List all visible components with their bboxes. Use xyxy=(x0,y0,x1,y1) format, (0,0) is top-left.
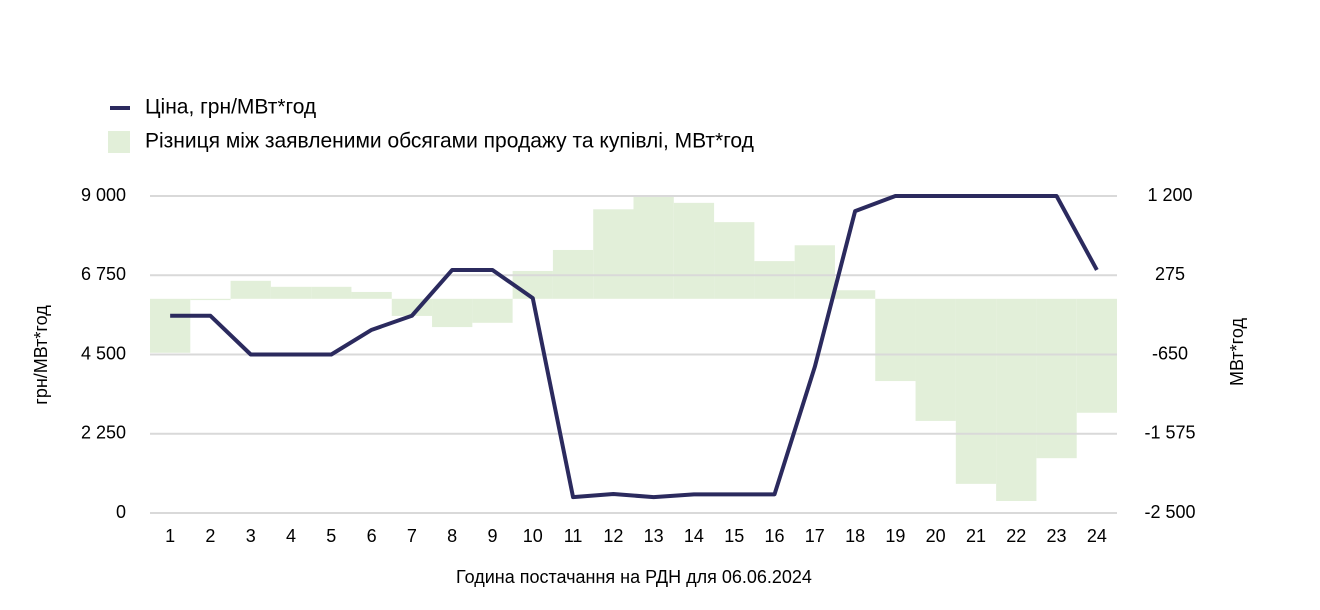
bar xyxy=(794,245,835,299)
bar xyxy=(633,196,674,299)
x-tick-label: 1 xyxy=(165,526,175,546)
y-tick-label: 6 750 xyxy=(81,264,126,284)
x-tick-label: 8 xyxy=(447,526,457,546)
bar xyxy=(915,298,956,421)
bar xyxy=(834,290,876,299)
x-tick-label: 15 xyxy=(724,526,744,546)
x-tick-label: 13 xyxy=(644,526,664,546)
bar xyxy=(714,222,755,299)
y-tick-label: 0 xyxy=(116,502,126,522)
y2-tick-label: -2 500 xyxy=(1144,502,1195,522)
x-tick-label: 12 xyxy=(603,526,623,546)
x-tick-label: 9 xyxy=(487,526,497,546)
y2-tick-label: 275 xyxy=(1155,264,1185,284)
x-tick-label: 14 xyxy=(684,526,704,546)
bar xyxy=(1076,298,1117,413)
x-tick-label: 10 xyxy=(523,526,543,546)
bar xyxy=(1036,298,1077,459)
y2-tick-label: -1 575 xyxy=(1144,423,1195,443)
x-tick-label: 21 xyxy=(966,526,986,546)
x-tick-label: 20 xyxy=(926,526,946,546)
y-tick-label: 2 250 xyxy=(81,423,126,443)
x-tick-label: 3 xyxy=(246,526,256,546)
x-tick-label: 11 xyxy=(564,526,583,546)
x-tick-label: 18 xyxy=(845,526,865,546)
bar xyxy=(270,286,312,299)
legend-label: Різниця між заявленими обсягами продажу … xyxy=(145,130,754,153)
line xyxy=(170,194,1099,500)
bar xyxy=(754,261,795,299)
x-tick-label: 5 xyxy=(326,526,336,546)
bar xyxy=(150,298,191,353)
x-tick-label: 6 xyxy=(367,526,377,546)
x-tick-label: 4 xyxy=(286,526,296,546)
bar xyxy=(673,202,715,299)
bar xyxy=(190,298,231,301)
x-tick-label: 23 xyxy=(1047,526,1067,546)
y-tick-label: 9 000 xyxy=(81,185,126,205)
y-tick-label: 4 500 xyxy=(81,343,126,363)
x-tick-label: 24 xyxy=(1087,526,1107,546)
x-tick-label: 19 xyxy=(885,526,905,546)
legend-swatch xyxy=(108,131,130,153)
x-tick-label: 22 xyxy=(1006,526,1026,546)
y2-tick-label: 1 200 xyxy=(1147,185,1192,205)
bar xyxy=(351,291,392,299)
x-axis-title: Година постачання на РДН для 06.06.2024 xyxy=(456,567,812,587)
legend-label: Ціна, грн/МВт*год xyxy=(145,96,316,119)
bar xyxy=(996,298,1037,502)
bar xyxy=(472,298,513,323)
y-axis-title: грн/МВт*год xyxy=(31,305,51,405)
x-tick-label: 17 xyxy=(805,526,825,546)
y2-tick-label: -650 xyxy=(1152,343,1188,363)
bar xyxy=(311,286,352,299)
x-tick-label: 2 xyxy=(205,526,215,546)
bar xyxy=(230,280,271,299)
bar xyxy=(432,298,473,328)
bar xyxy=(593,209,634,299)
bar xyxy=(955,298,997,484)
y2-axis-title: МВт*год xyxy=(1227,318,1247,386)
x-tick-label: 16 xyxy=(765,526,785,546)
bar xyxy=(875,298,916,382)
x-tick-label: 7 xyxy=(407,526,417,546)
